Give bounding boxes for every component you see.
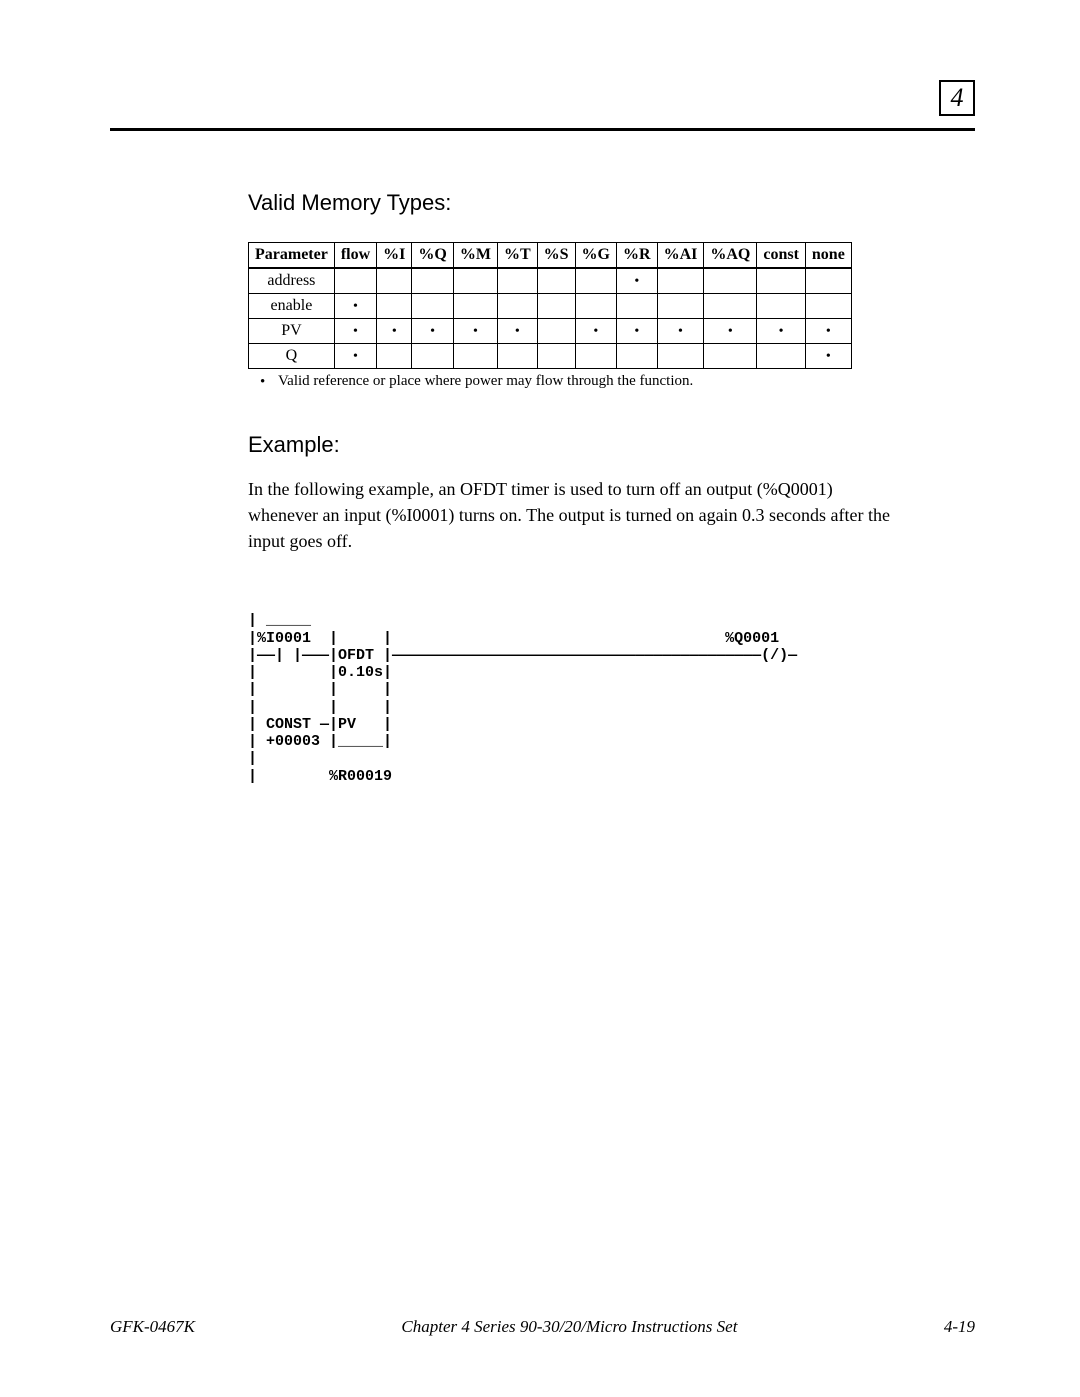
table-cell: [377, 294, 412, 319]
table-cell: [377, 268, 412, 294]
table-cell: [497, 268, 537, 294]
table-cell: [537, 344, 575, 369]
table-cell: [453, 294, 497, 319]
table-cell: [537, 319, 575, 344]
table-col-header: %M: [453, 243, 497, 269]
table-cell: •: [617, 268, 658, 294]
table-row-label: Q: [249, 344, 335, 369]
table-cell: [412, 294, 453, 319]
ladder-diagram: | _____ |%I0001 | | %Q0001 |——| |———|OFD…: [248, 612, 828, 785]
table-row-label: enable: [249, 294, 335, 319]
table-col-header: %I: [377, 243, 412, 269]
table-cell: •: [757, 319, 806, 344]
table-header-row: Parameterflow%I%Q%M%T%S%G%R%AI%AQconstno…: [249, 243, 852, 269]
table-cell: •: [657, 319, 704, 344]
table-cell: [657, 294, 704, 319]
table-cell: •: [453, 319, 497, 344]
table-cell: [617, 294, 658, 319]
table-cell: [704, 268, 757, 294]
table-col-header: %G: [575, 243, 616, 269]
table-cell: [805, 268, 851, 294]
table-cell: [334, 268, 376, 294]
section-heading-example: Example:: [248, 432, 905, 458]
table-row: PV•••••••••••: [249, 319, 852, 344]
table-body: address•enable•PV•••••••••••Q••: [249, 268, 852, 369]
table-col-header: flow: [334, 243, 376, 269]
table-cell: [575, 344, 616, 369]
page-number: 4: [951, 83, 964, 113]
table-cell: [412, 344, 453, 369]
table-cell: •: [704, 319, 757, 344]
table-col-header: const: [757, 243, 806, 269]
table-cell: [757, 294, 806, 319]
footer-doc-id: GFK-0467K: [110, 1317, 195, 1337]
table-row-label: PV: [249, 319, 335, 344]
table-cell: [575, 294, 616, 319]
table-cell: [617, 344, 658, 369]
page-number-box: 4: [939, 80, 975, 116]
table-cell: [575, 268, 616, 294]
table-col-header: %AI: [657, 243, 704, 269]
table-cell: [757, 344, 806, 369]
table-col-header: Parameter: [249, 243, 335, 269]
table-footnote: Valid reference or place where power may…: [278, 373, 905, 390]
table-cell: [657, 344, 704, 369]
table-cell: •: [377, 319, 412, 344]
table-cell: [704, 344, 757, 369]
table-col-header: %R: [617, 243, 658, 269]
table-row: Q••: [249, 344, 852, 369]
header-rule: [110, 128, 975, 131]
section-heading-valid-memory-types: Valid Memory Types:: [248, 190, 905, 216]
footer-chapter-title: Chapter 4 Series 90-30/20/Micro Instruct…: [401, 1317, 737, 1337]
table-cell: [412, 268, 453, 294]
table-cell: [453, 268, 497, 294]
table-cell: [704, 294, 757, 319]
table-cell: [657, 268, 704, 294]
table-cell: [757, 268, 806, 294]
table-cell: •: [334, 294, 376, 319]
table-cell: •: [334, 319, 376, 344]
table-cell: •: [805, 319, 851, 344]
footer-page-number: 4-19: [944, 1317, 975, 1337]
main-content: Valid Memory Types: Parameterflow%I%Q%M%…: [248, 190, 905, 785]
table-col-header: %T: [497, 243, 537, 269]
table-col-header: %Q: [412, 243, 453, 269]
table-col-header: %AQ: [704, 243, 757, 269]
table-row-label: address: [249, 268, 335, 294]
table-col-header: %S: [537, 243, 575, 269]
valid-memory-types-table: Parameterflow%I%Q%M%T%S%G%R%AI%AQconstno…: [248, 242, 852, 369]
table-cell: [805, 294, 851, 319]
page-footer: GFK-0467K Chapter 4 Series 90-30/20/Micr…: [110, 1317, 975, 1337]
table-row: address •: [249, 268, 852, 294]
table-cell: [537, 294, 575, 319]
table-cell: [497, 344, 537, 369]
table-cell: •: [805, 344, 851, 369]
table-cell: •: [412, 319, 453, 344]
table-cell: [497, 294, 537, 319]
table-cell: •: [575, 319, 616, 344]
table-cell: [537, 268, 575, 294]
table-row: enable•: [249, 294, 852, 319]
table-cell: •: [497, 319, 537, 344]
table-cell: [377, 344, 412, 369]
table-col-header: none: [805, 243, 851, 269]
table-cell: [453, 344, 497, 369]
table-cell: •: [334, 344, 376, 369]
table-cell: •: [617, 319, 658, 344]
example-paragraph: In the following example, an OFDT timer …: [248, 476, 905, 554]
